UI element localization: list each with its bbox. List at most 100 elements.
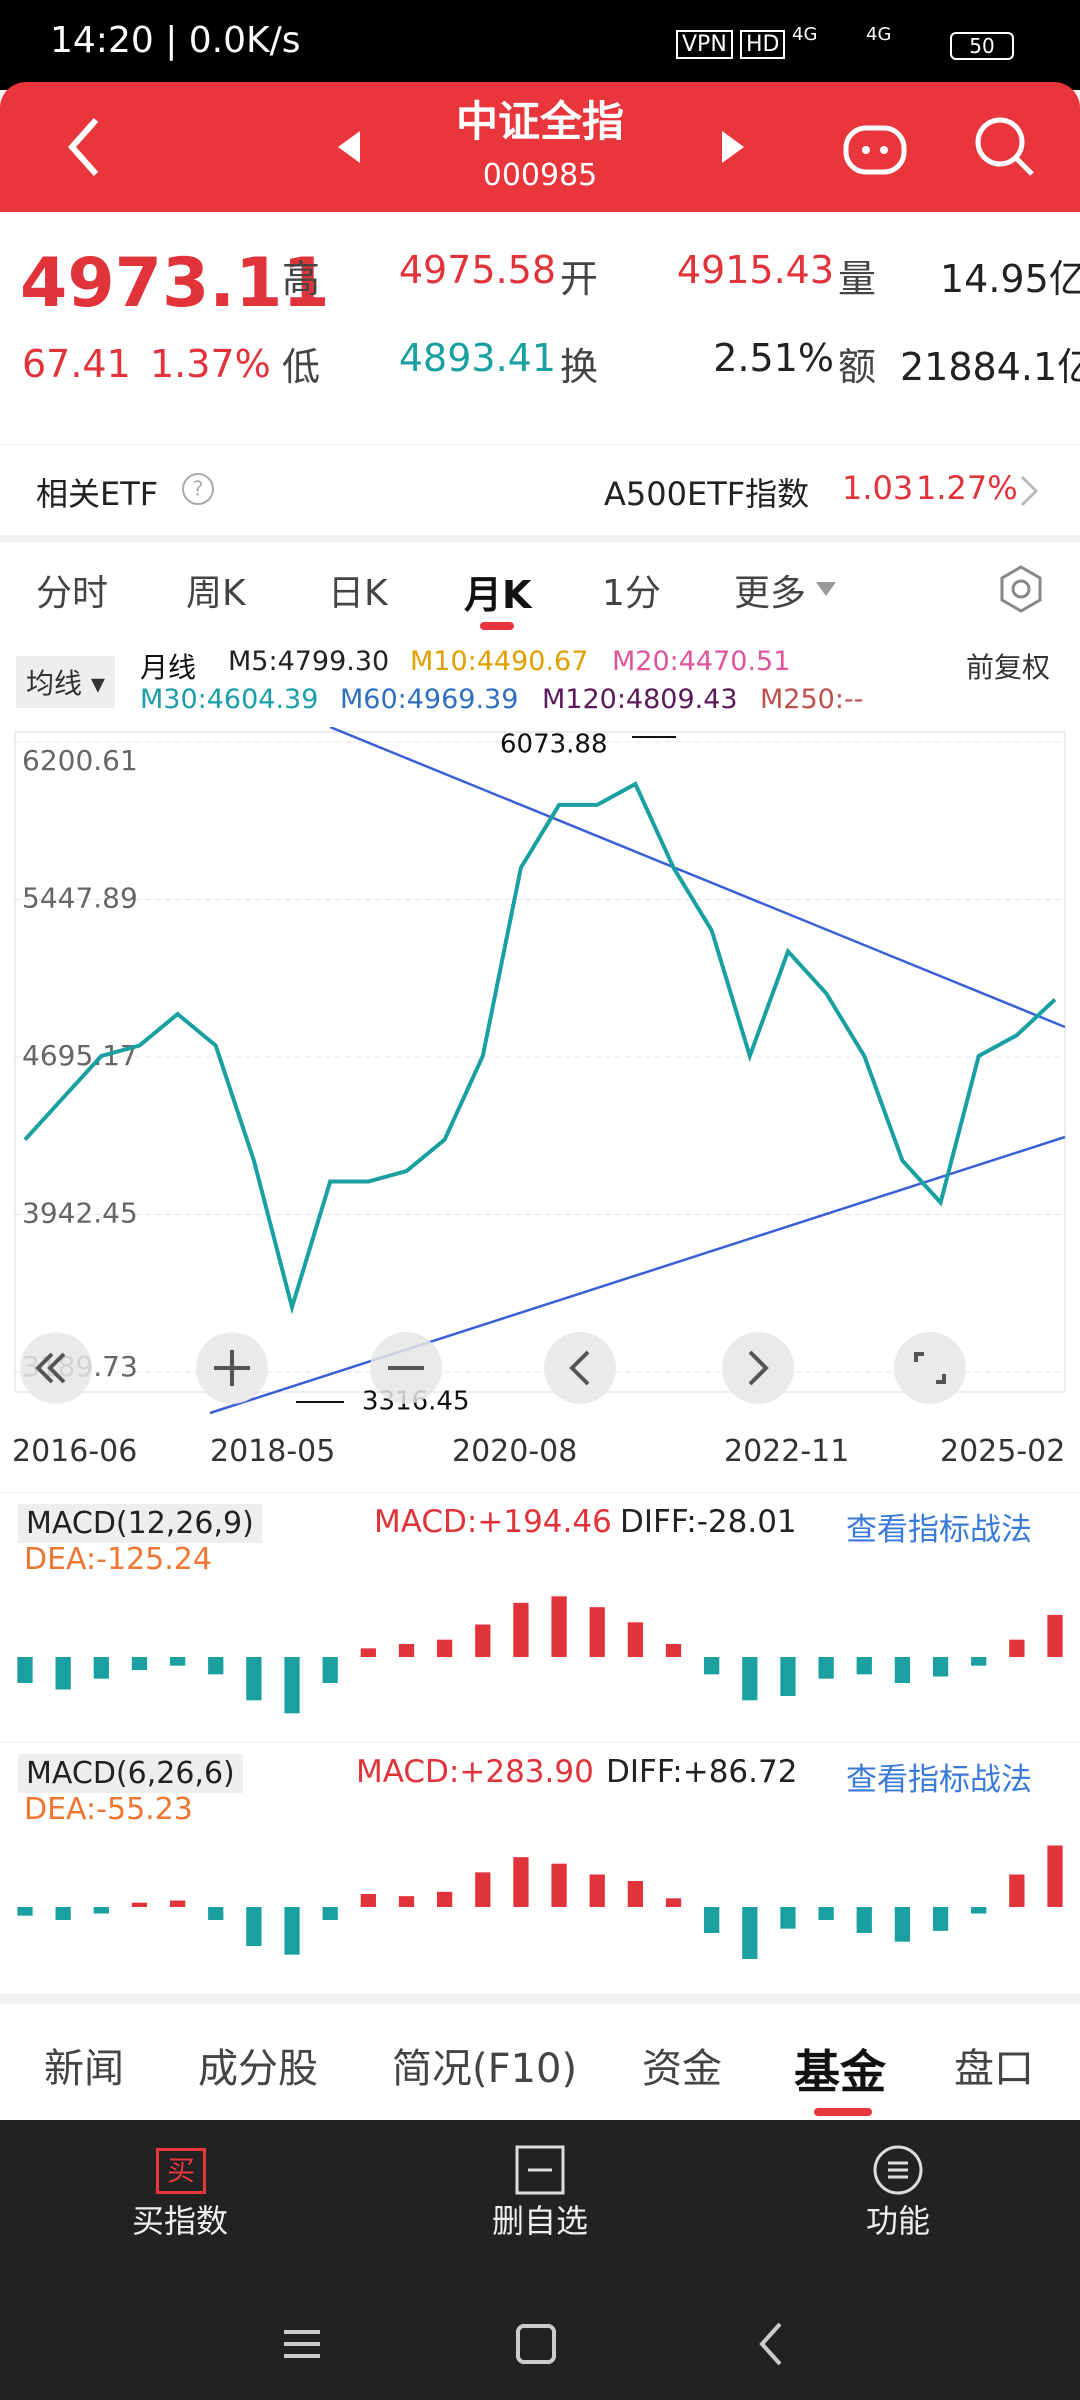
remove-icon [515,2145,565,2195]
macd-bar [704,1657,720,1675]
search-icon[interactable] [970,112,1040,182]
adjust: 前复权 [966,651,1051,684]
macd-bar [665,1644,682,1657]
robot-icon[interactable] [840,112,910,182]
field-value: 4915.43 [676,248,834,292]
action[interactable]: 功能 [865,2202,930,2240]
status-icon: HD [740,30,786,59]
plot-frame [14,731,1066,1393]
etf-change: 1.27% [916,469,1018,507]
tab[interactable]: 资金 [642,2046,722,2092]
tab[interactable]: 周K [186,573,246,614]
battery: 50 [950,32,1014,60]
quote-panel: 4973.11 67.41 1.37% 高 4975.58 开 4915.43 量 14.… [0,212,1080,444]
back-button[interactable] [60,112,110,182]
tab[interactable]: 简况(F10) [392,2046,578,2092]
tab[interactable]: 日K [328,573,388,614]
macd-bar [1047,1845,1063,1907]
menu-icon [873,2145,923,2195]
settings-icon[interactable] [996,564,1046,614]
macd-bar [169,1900,186,1907]
macd-bar [55,1657,71,1690]
field-label: 量 [838,257,877,301]
action[interactable]: 删自选 [491,2202,588,2240]
macd-name[interactable]: MACD(6,26,6) [18,1754,243,1793]
macd-bar [208,1907,224,1920]
macd-bar [437,1639,453,1657]
macd-bar [551,1863,567,1907]
ma-item: M10:4490.67 [410,646,589,677]
x-tick-label: 2018-05 [210,1434,336,1469]
zoom-controls[interactable] [20,1332,966,1404]
macd-bar [437,1891,453,1907]
y-tick-label: 3942.45 [22,1197,138,1230]
tab[interactable]: 成分股 [198,2046,318,2092]
tab[interactable]: 盘口 [954,2046,1034,2092]
field-value: 4975.58 [398,248,556,292]
period-tabs: 分时 周K 日K 月K 1分 更多 [0,542,1080,635]
action[interactable]: 买指数 [131,2202,228,2240]
next-button[interactable] [718,127,748,167]
ma-item: M120:4809.43 [542,684,738,715]
prev-button[interactable] [334,127,364,167]
macd-bar [513,1857,529,1907]
ma-selector[interactable]: 均线 ▾ [16,656,115,708]
tab-indicator [480,622,514,630]
macd-bar [894,1907,911,1942]
macd-bar [818,1907,834,1920]
macd-bar [322,1657,338,1683]
tab-active[interactable]: 月K [464,573,532,617]
change: 67.41 [22,342,131,386]
tab[interactable]: 1分 [602,573,661,614]
macd-bar [131,1902,148,1907]
status-time: 14:20 | 0.0K/s [50,20,301,61]
dropdown [816,582,836,596]
high-label: 6073.88 [500,730,608,760]
y-tick-label: 4695.17 [22,1039,138,1072]
change-pct: 1.37% [150,342,271,386]
macd-bar [971,1907,987,1914]
macd-chart [17,1596,1063,1714]
macd-bar [360,1648,376,1657]
ma-item: M60:4969.39 [340,684,519,715]
field-value: 4893.41 [398,336,556,380]
macd-bar [360,1894,376,1907]
tab[interactable]: 更多 [734,573,807,614]
macd-bar [818,1657,834,1679]
x-tick-label: 2020-08 [452,1434,578,1469]
field-value: 2.51% [713,336,834,380]
tab-indicator [814,2108,872,2116]
macd-bar [475,1624,491,1657]
macd-name[interactable]: MACD(12,26,9) [18,1504,262,1543]
diff-value: DIFF:-28.01 [620,1504,797,1540]
macd-value: MACD:+283.90 [356,1754,594,1790]
macd-bar [284,1657,300,1714]
etf-name: A500ETF指数 [604,475,810,513]
macd-bar [17,1907,33,1916]
etf-row[interactable]: 相关ETF ? A500ETF指数 1.03 1.27% [0,444,1080,535]
tab[interactable]: 分时 [36,573,109,614]
price: 4973.11 [20,244,330,323]
macd-bar [208,1657,224,1675]
x-tick-label: 2025-02 [940,1434,1066,1469]
macd-bar [93,1657,109,1679]
chevron [1020,475,1039,507]
etf-price: 1.03 [842,469,914,507]
link[interactable]: 查看指标战法 [846,1762,1032,1798]
macd-chart [17,1845,1063,1959]
nav-bar [284,2322,782,2366]
header: 中证全指 000985 [0,82,1080,212]
field-label: 换 [560,345,599,389]
status-icon: VPN [676,30,733,59]
help-icon[interactable]: ? [180,471,216,507]
tab-active[interactable]: 基金 [794,2045,886,2099]
macd-bar [131,1657,148,1670]
price-line [23,781,1057,1315]
link[interactable]: 查看指标战法 [846,1512,1032,1548]
tab[interactable]: 新闻 [44,2046,124,2092]
field-label: 高 [282,257,321,301]
macd-bar [1047,1614,1063,1657]
macd-bar [398,1896,415,1907]
diff-value: DIFF:+86.72 [606,1754,798,1790]
macd-bar [742,1657,758,1701]
